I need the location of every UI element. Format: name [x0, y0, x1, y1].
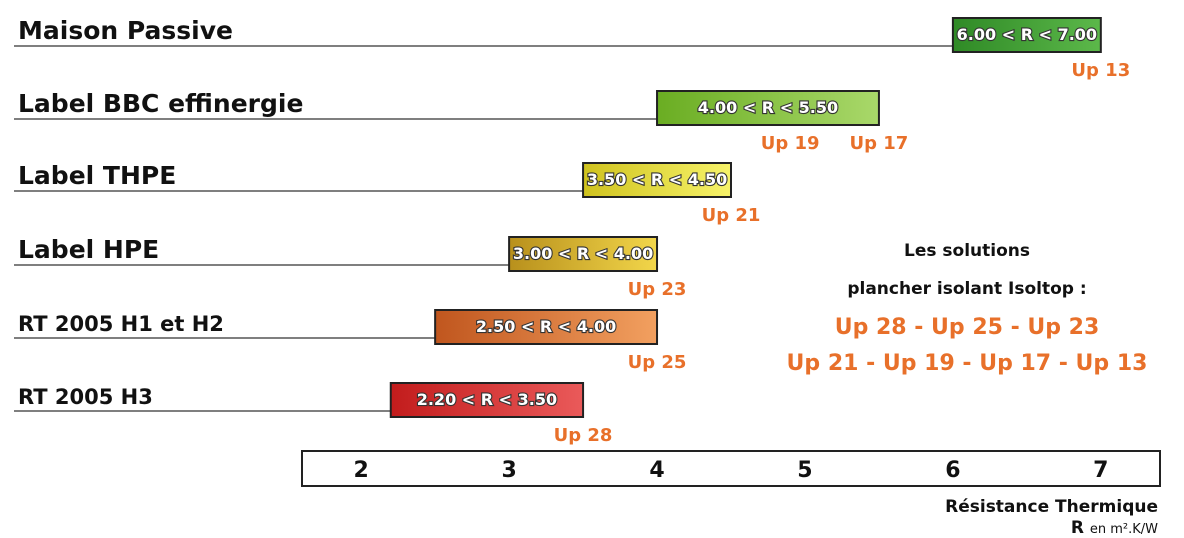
x-axis-unit: R en m².K/W: [1071, 518, 1158, 538]
up-annotation: Up 17: [850, 133, 909, 154]
up-annotation: Up 23: [628, 279, 687, 300]
x-tick-label: 2: [354, 458, 369, 483]
row-label: RT 2005 H3: [18, 385, 153, 409]
row-label: RT 2005 H1 et H2: [18, 312, 224, 336]
range-bar: [656, 90, 880, 126]
bar-label: 2.50 < R < 4.00: [476, 317, 616, 336]
up-annotation: Up 13: [1071, 60, 1130, 81]
x-axis-unit-symbol: R: [1071, 518, 1090, 538]
x-axis-unit-text: en m².K/W: [1090, 522, 1158, 537]
bar-label: 4.00 < R < 5.50: [698, 98, 838, 117]
range-bar: [508, 236, 659, 272]
x-tick-label: 7: [1093, 458, 1108, 483]
bar-label: 2.20 < R < 3.50: [417, 390, 557, 409]
solutions-line: Up 28 - Up 25 - Up 23: [835, 315, 1100, 340]
up-annotation: Up 21: [702, 205, 761, 226]
x-axis-title: Résistance Thermique: [945, 497, 1158, 517]
x-tick-label: 4: [649, 458, 664, 483]
up-annotation: Up 25: [628, 352, 687, 373]
up-annotation: Up 19: [761, 133, 820, 154]
x-tick-label: 5: [797, 458, 812, 483]
x-tick-label: 6: [945, 458, 960, 483]
bar-label: 3.50 < R < 4.50: [587, 170, 727, 189]
bar-label: 6.00 < R < 7.00: [957, 25, 1097, 44]
row-label: Maison Passive: [18, 16, 233, 45]
row-label: Label HPE: [18, 235, 159, 264]
x-axis-box: [301, 450, 1161, 487]
up-annotation: Up 28: [554, 425, 613, 446]
bar-label: 3.00 < R < 4.00: [513, 244, 653, 263]
range-bar: [951, 17, 1102, 53]
range-bar: [434, 309, 659, 345]
range-bar: [582, 162, 732, 198]
row-label: Label THPE: [18, 161, 176, 190]
solutions-heading: Les solutions: [904, 241, 1030, 261]
solutions-line: Up 21 - Up 19 - Up 17 - Up 13: [787, 351, 1148, 376]
x-tick-label: 3: [501, 458, 516, 483]
row-label: Label BBC effinergie: [18, 89, 303, 118]
range-bar: [389, 382, 585, 418]
solutions-heading: plancher isolant Isoltop :: [847, 279, 1086, 299]
